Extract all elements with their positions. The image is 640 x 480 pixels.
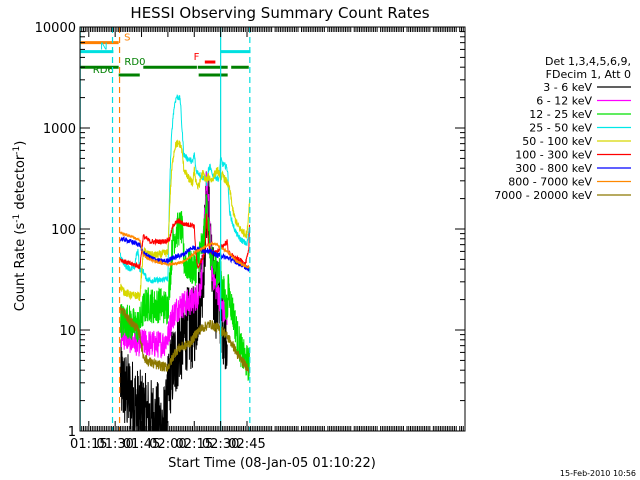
- y-axis-label-sup2: -1: [12, 146, 22, 155]
- legend-header-line: Det 1,3,4,5,6,9,: [545, 55, 631, 68]
- x-axis-label: Start Time (08-Jan-05 01:10:22): [168, 456, 376, 471]
- flag-label-rd6: RD6: [93, 65, 114, 76]
- legend-label: 100 - 300 keV: [515, 149, 592, 162]
- flag-label-s: S: [124, 33, 130, 44]
- chart-title: HESSI Observing Summary Count Rates: [130, 4, 429, 22]
- y-axis-label-end: ): [13, 141, 28, 146]
- x-tick-label: 02:30: [202, 437, 239, 452]
- legend-label: 3 - 6 keV: [543, 81, 592, 94]
- x-tick-label: 02:15: [176, 437, 213, 452]
- plot-frame: [79, 26, 466, 432]
- legend: Det 1,3,4,5,6,9,FDecim 1, Att 03 - 6 keV…: [494, 55, 631, 202]
- y-tick-label: 1000: [43, 122, 76, 137]
- y-tick-label: 1: [68, 425, 76, 440]
- series-line-7: [119, 231, 250, 269]
- series-line-0: [119, 171, 228, 432]
- flag-label-f: F: [194, 52, 200, 63]
- series-line-2: [119, 194, 250, 381]
- legend-label: 12 - 25 keV: [529, 108, 592, 121]
- y-axis-label-sup1: -1: [12, 214, 22, 223]
- flag-label-n: N: [100, 42, 107, 53]
- flag-bars: S N F RD0 RD6: [80, 33, 251, 77]
- series-line-4: [119, 139, 250, 302]
- x-tick-label: 02:45: [228, 437, 265, 452]
- footer-timestamp: 15-Feb-2010 10:56: [560, 469, 636, 478]
- legend-label: 300 - 800 keV: [515, 162, 592, 175]
- flag-label-rd0: RD0: [124, 57, 145, 68]
- x-tick-label: 01:30: [96, 437, 133, 452]
- legend-label: 25 - 50 keV: [529, 122, 592, 135]
- x-tick-label: 02:00: [149, 437, 186, 452]
- plot-area: [119, 94, 250, 432]
- series-line-8: [119, 305, 250, 373]
- y-tick-label: 10: [59, 324, 76, 339]
- legend-header-line: FDecim 1, Att 0: [546, 68, 631, 81]
- legend-label: 7000 - 20000 keV: [494, 189, 592, 202]
- y-tick-label: 10000: [35, 21, 76, 36]
- y-axis-label: Count Rate (s-1 detector-1): [12, 141, 28, 312]
- y-axis-label-mid: detector: [13, 154, 28, 214]
- x-tick-label: 01:45: [123, 437, 160, 452]
- axes: 1 10 100 1000 10000 01:1501:3001:4502:0002:15…: [35, 21, 465, 452]
- y-tick-label: 100: [51, 223, 76, 238]
- legend-label: 50 - 100 keV: [522, 135, 592, 148]
- legend-label: 800 - 7000 keV: [508, 176, 592, 189]
- x-tick-label: 01:15: [70, 437, 107, 452]
- legend-label: 6 - 12 keV: [536, 95, 592, 108]
- y-axis-label-main: Count Rate (s: [13, 223, 28, 312]
